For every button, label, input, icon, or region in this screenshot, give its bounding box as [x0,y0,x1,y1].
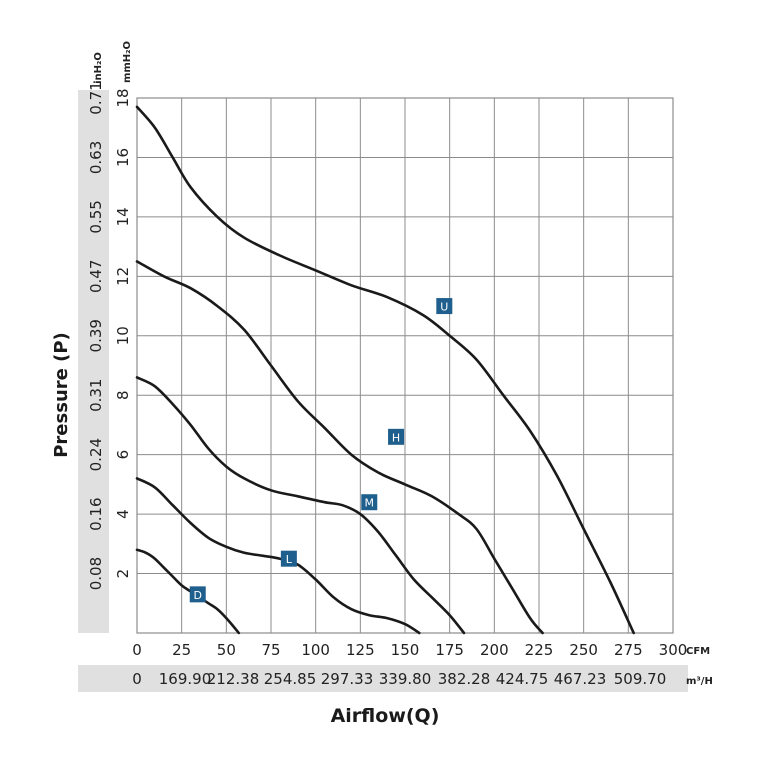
series-line-l [135,477,421,635]
x-axis-band [78,665,688,692]
y-tick-label: 10 [114,326,132,345]
y2-tick-label: 0.47 [87,260,105,293]
x2-tick-label: 254.85 [264,670,317,688]
x2-tick-label: 169.90 [159,670,212,688]
x2-tick-label: 0 [132,670,142,688]
series-line-d [135,548,241,635]
y-tick-label: 2 [114,569,132,579]
series-label-box-d [189,586,206,603]
y-tick-label: 6 [114,450,132,460]
y2-tick-label: 0.71 [87,81,105,114]
series-label-box-h [388,428,405,445]
x2-tick-label: 424.75 [496,670,549,688]
x-tick-label: 50 [217,641,236,659]
series-label-h: H [392,431,400,444]
y2-tick-label: 0.39 [87,319,105,352]
series-label-l: L [286,553,293,566]
x2-tick-label: 509.70 [614,670,667,688]
series-line-h [135,260,544,635]
x-tick-label: 150 [391,641,420,659]
x-tick-label: 175 [435,641,464,659]
y-axis-band [78,90,109,633]
y2-unit-label: inH₂O [93,52,104,84]
x2-tick-label: 467.23 [554,670,607,688]
x-tick-label: 75 [261,641,280,659]
series-line-u [135,105,635,635]
y-tick-label: 8 [114,390,132,400]
series-label-box-m [361,494,378,511]
x-tick-label: 125 [346,641,375,659]
x-tick-label: 100 [301,641,330,659]
series-label-u: U [440,301,448,314]
series-label-m: M [365,497,375,510]
y-axis-title: Pressure (P) [51,332,72,458]
series-label-box-l [280,550,297,567]
series-label-d: D [194,589,202,602]
x-tick-label: 0 [132,641,142,659]
x-tick-label: 200 [480,641,509,659]
x-tick-label: 250 [569,641,598,659]
x2-tick-label: 212.38 [207,670,260,688]
y-unit-label: mmH₂O [122,41,133,83]
x-tick-label: 275 [614,641,643,659]
x2-unit-label: m³/H [686,676,713,687]
y2-tick-label: 0.31 [87,379,105,412]
x-tick-label: 300 [659,641,688,659]
x-tick-label: 25 [172,641,191,659]
series-label-box-u [436,298,453,315]
y-tick-label: 18 [114,88,132,107]
y2-tick-label: 0.55 [87,200,105,233]
y2-tick-label: 0.08 [87,557,105,590]
plot-frame [136,97,674,634]
y-tick-label: 12 [114,267,132,286]
y2-tick-label: 0.63 [87,141,105,174]
y-tick-label: 16 [114,148,132,167]
x-tick-label: 225 [525,641,554,659]
x-unit-label: CFM [686,646,710,657]
series-line-m [135,376,466,635]
y2-tick-label: 0.16 [87,497,105,530]
x2-tick-label: 297.33 [321,670,374,688]
x2-tick-label: 339.80 [379,670,432,688]
x2-tick-label: 382.28 [438,670,491,688]
y-tick-label: 4 [114,509,132,519]
x-axis-title: Airflow(Q) [331,705,440,727]
y-tick-label: 14 [114,207,132,226]
y2-tick-label: 0.24 [87,438,105,471]
